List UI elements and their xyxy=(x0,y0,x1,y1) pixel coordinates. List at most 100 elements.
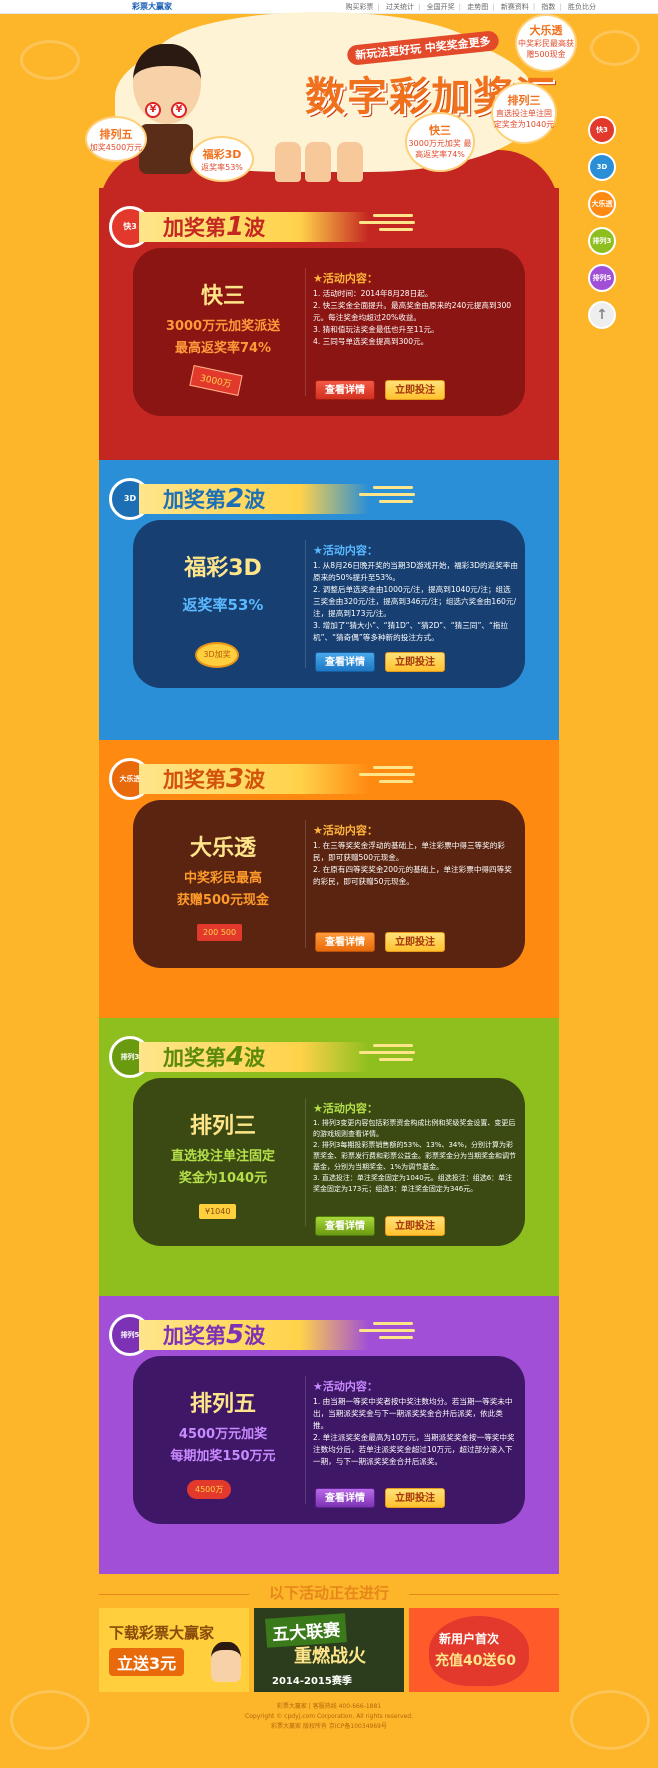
bubble-dlt[interactable]: 大乐透 中奖彩民最高获赠500现金 xyxy=(515,14,577,72)
fist-icon xyxy=(305,142,331,182)
ribbon-stripes xyxy=(359,766,419,792)
bubble-fc3d[interactable]: 福彩3D 返奖率53% xyxy=(190,136,254,182)
ongoing-section-header: 以下活动正在进行 xyxy=(99,1580,559,1610)
wave-number: 2 xyxy=(226,484,245,514)
game-name: 福彩3D xyxy=(184,556,262,581)
game-name: 排列五 xyxy=(189,1392,256,1417)
ribbon-stripes xyxy=(359,214,419,240)
view-details-button[interactable]: 查看详情 xyxy=(315,932,375,952)
activity-panel: 大乐透 中奖彩民最高 获赠500元现金 200 500 ★活动内容： 1. 在三… xyxy=(133,800,525,968)
top-nav-item[interactable]: 指数 xyxy=(541,3,556,11)
promo-line: 最高返奖率74% xyxy=(174,341,272,356)
wave-title: 加奖第5波 xyxy=(139,1320,369,1350)
view-details-button[interactable]: 查看详情 xyxy=(315,652,375,672)
wave-header: 大乐透 加奖第3波 xyxy=(109,758,415,800)
ongoing-title: 以下活动正在进行 xyxy=(268,1584,389,1602)
promo-banners: 下载彩票大赢家 立送3元 五大联赛 重燃战火 2014-2015赛季 新用户首次… xyxy=(99,1608,559,1692)
coin-label: 3D加奖 xyxy=(195,642,239,668)
mascot-character: ¥ ¥ xyxy=(121,44,211,194)
top-nav-item[interactable]: 新赛资料 xyxy=(500,3,529,11)
activity-list: 1. 从8月26日晚开奖的当期3D游戏开始，福彩3D的返奖率由原来的50%提升至… xyxy=(313,560,518,644)
promo-text: 充值40送60 xyxy=(435,1653,516,1669)
bubble-title: 大乐透 xyxy=(529,24,563,37)
bubble-title: 快三 xyxy=(429,124,451,137)
nav-separator: | xyxy=(418,3,421,11)
game-name: 排列三 xyxy=(189,1114,256,1139)
activity-title: ★活动内容： xyxy=(313,272,378,285)
promo-text: 新用户首次 xyxy=(439,1632,500,1646)
back-to-top-icon[interactable]: ↑ xyxy=(588,301,616,329)
activity-list: 1. 在三等奖奖金浮动的基础上，单注彩票中得三等奖的彩民，即可获赠500元现金。… xyxy=(313,840,518,888)
top-nav-item[interactable]: 胜负比分 xyxy=(568,3,596,11)
fist-icon xyxy=(275,142,301,182)
wave-title-prefix: 加奖第 xyxy=(163,1324,226,1348)
site-logo[interactable]: 彩票大赢家 xyxy=(132,2,172,11)
wave-title: 加奖第2波 xyxy=(139,484,369,514)
bubble-desc: 直选投注单注固定奖金为1040元 xyxy=(493,109,555,129)
activity-title: ★活动内容： xyxy=(313,544,378,557)
sidenav-pl5-icon[interactable]: 排列5 xyxy=(588,264,616,292)
activity-panel: 排列五 4500万元加奖 每期加奖150万元 4500万 ★活动内容： 1. 由… xyxy=(133,1356,525,1524)
bubble-k3[interactable]: 快三 3000万元加奖 最高返奖率74% xyxy=(405,112,475,172)
fist-icon xyxy=(337,142,363,182)
promo-line: 3000万元加奖派送 xyxy=(165,319,281,334)
bubble-pl5[interactable]: 排列五 加奖4500万元 xyxy=(85,116,147,162)
footer-line: 彩票大赢家 | 客服热线 400-666-1881 xyxy=(276,1703,382,1710)
bet-now-button[interactable]: 立即投注 xyxy=(385,1488,445,1508)
wave-number: 4 xyxy=(226,1042,245,1072)
button-group: 查看详情 立即投注 xyxy=(315,932,525,954)
wave-number: 3 xyxy=(226,764,245,794)
activity-title: ★活动内容： xyxy=(313,824,378,837)
activity-item: 1. 在三等奖奖金浮动的基础上，单注彩票中得三等奖的彩民，即可获赠500元现金。 xyxy=(313,841,505,862)
sidenav-k3-icon[interactable]: 快3 xyxy=(588,116,616,144)
wave-title-suffix: 波 xyxy=(244,768,266,792)
sidenav-pl3-icon[interactable]: 排列3 xyxy=(588,227,616,255)
bet-now-button[interactable]: 立即投注 xyxy=(385,380,445,400)
bet-now-button[interactable]: 立即投注 xyxy=(385,932,445,952)
bubble-pl3[interactable]: 排列三 直选投注单注固定奖金为1040元 xyxy=(491,82,557,144)
bubble-title: 排列三 xyxy=(507,94,541,107)
sidenav-dlt-icon[interactable]: 大乐透 xyxy=(588,190,616,218)
top-nav: 购买彩票 | 过关统计 | 全国开奖 | 走势图 | 新赛资料 | 指数 | 胜负比分 xyxy=(341,1,596,13)
promo-download-banner[interactable]: 下载彩票大赢家 立送3元 xyxy=(99,1608,249,1692)
activity-item: 2. 调整后单选奖金由1000元/注，提高到1040元/注；组选三奖金由320元… xyxy=(313,585,517,618)
view-details-button[interactable]: 查看详情 xyxy=(315,380,375,400)
bet-now-button[interactable]: 立即投注 xyxy=(385,1216,445,1236)
wave-title: 加奖第1波 xyxy=(139,212,369,242)
side-nav: 快3 3D 大乐透 排列3 排列5 ↑ xyxy=(588,116,616,338)
bet-now-button[interactable]: 立即投注 xyxy=(385,652,445,672)
button-group: 查看详情 立即投注 xyxy=(315,1488,525,1510)
activity-item: 1. 由当期一等奖中奖者按中奖注数均分。若当期一等奖未中出，当期派奖奖金与下一期… xyxy=(313,1397,513,1430)
footer: 彩票大赢家 | 客服热线 400-666-1881 Copyright © cp… xyxy=(0,1702,658,1732)
promo-league-banner[interactable]: 五大联赛 重燃战火 2014-2015赛季 xyxy=(254,1608,404,1692)
divider xyxy=(305,1376,306,1504)
bubble-desc: 中奖彩民最高获赠500现金 xyxy=(518,39,574,59)
sidenav-3d-icon[interactable]: 3D xyxy=(588,153,616,181)
activity-panel: 福彩3D 返奖率53% 3D加奖 ★活动内容： 1. 从8月26日晚开奖的当期3… xyxy=(133,520,525,688)
top-nav-item[interactable]: 全国开奖 xyxy=(426,3,455,11)
mascot-body xyxy=(139,124,193,174)
button-group: 查看详情 立即投注 xyxy=(315,1216,525,1238)
activity-list: 1. 活动时间：2014年8月28日起。 2. 快三奖金全面提升。最高奖金由原来… xyxy=(313,288,518,348)
activity-list: 1. 由当期一等奖中奖者按中奖注数均分。若当期一等奖未中出，当期派奖奖金与下一期… xyxy=(313,1396,518,1468)
wave-title-suffix: 波 xyxy=(244,1046,266,1070)
promo-recharge-banner[interactable]: 新用户首次 充值40送60 xyxy=(409,1608,559,1692)
wave-title-suffix: 波 xyxy=(244,216,266,240)
ribbon-stripes xyxy=(359,1322,419,1348)
wave-title: 加奖第4波 xyxy=(139,1042,369,1072)
promo-text: 重燃战火 xyxy=(294,1646,366,1667)
top-nav-item[interactable]: 购买彩票 xyxy=(345,3,374,11)
game-promo: 3000万元加奖派送 最高返奖率74% xyxy=(143,316,303,360)
wave-section-5: 排列5 加奖第5波 排列五 4500万元加奖 每期加奖150万元 4500万 ★… xyxy=(99,1296,559,1574)
divider xyxy=(305,268,306,396)
activity-item: 2. 排列3每期投彩票销售额的53%、13%、34%，分别计算为彩票奖金、彩票发… xyxy=(313,1141,516,1171)
view-details-button[interactable]: 查看详情 xyxy=(315,1216,375,1236)
view-details-button[interactable]: 查看详情 xyxy=(315,1488,375,1508)
wave-title-suffix: 波 xyxy=(244,488,266,512)
promo-text: 2014-2015赛季 xyxy=(272,1676,352,1687)
top-nav-item[interactable]: 过关统计 xyxy=(386,3,415,11)
ribbon-stripes xyxy=(359,486,419,512)
wave-title: 加奖第3波 xyxy=(139,764,369,794)
top-nav-item[interactable]: 走势图 xyxy=(467,3,489,11)
activity-title: ★活动内容： xyxy=(313,1380,378,1393)
